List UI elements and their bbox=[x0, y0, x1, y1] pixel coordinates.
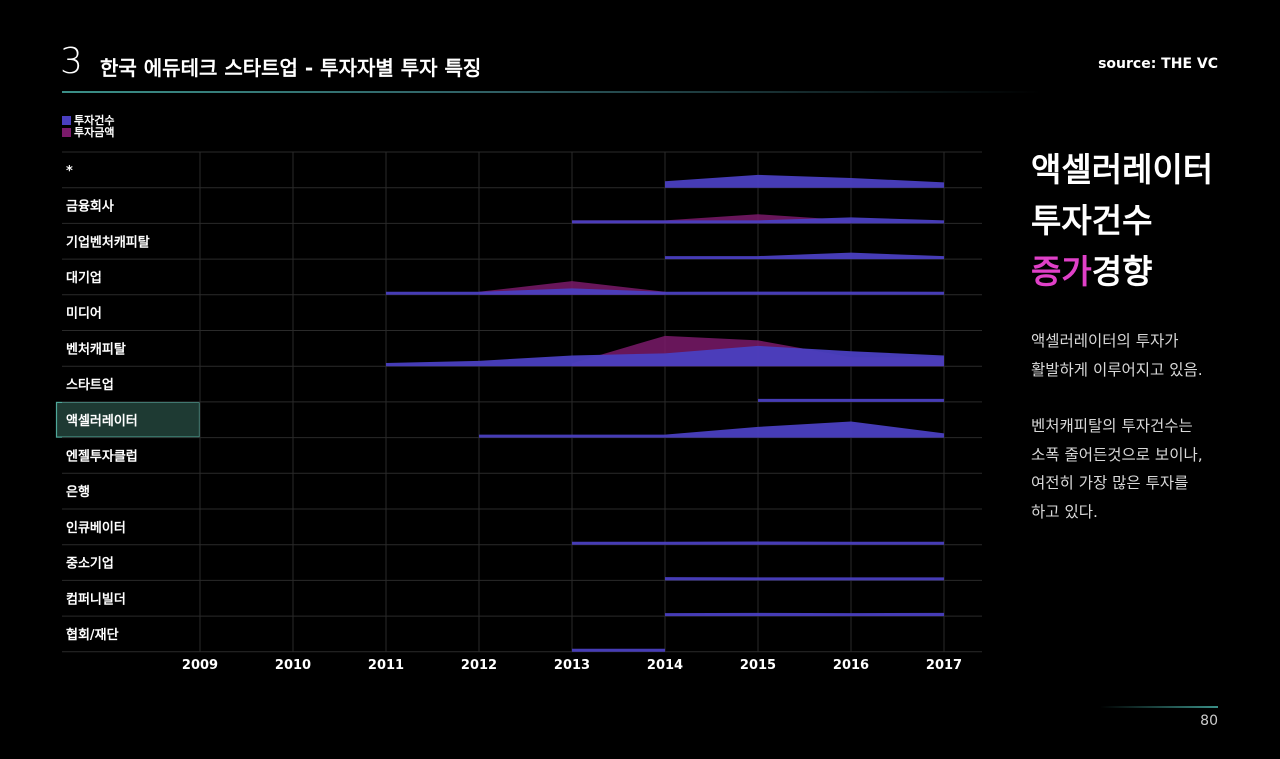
side-para2-line4: 하고 있다. bbox=[1031, 502, 1098, 521]
x-tick-label: 2011 bbox=[368, 658, 404, 673]
footer-divider bbox=[1100, 706, 1218, 708]
row-label: 미디어 bbox=[66, 306, 102, 322]
count-area bbox=[665, 612, 944, 617]
x-tick-label: 2017 bbox=[926, 658, 962, 673]
x-tick-label: 2012 bbox=[461, 658, 497, 673]
side-description: 액셀러레이터의 투자가 활발하게 이루어지고 있음. 벤처캐피탈의 투자건수는 … bbox=[1031, 327, 1261, 554]
chart-legend: 투자건수 투자금액 bbox=[62, 115, 114, 139]
side-paragraph-1: 액셀러레이터의 투자가 활발하게 이루어지고 있음. bbox=[1031, 327, 1261, 384]
row-label: 인큐베이터 bbox=[66, 520, 126, 536]
row-label: 기업벤처캐피탈 bbox=[66, 234, 150, 250]
side-headline-line2: 투자건수 bbox=[1031, 201, 1153, 240]
count-area bbox=[665, 174, 944, 188]
section-number: 3 bbox=[60, 41, 83, 82]
row-label: 금융회사 bbox=[66, 199, 114, 215]
side-para2-line1: 벤처캐피탈의 투자건수는 bbox=[1031, 417, 1193, 435]
legend-label-count: 투자건수 bbox=[74, 114, 115, 127]
count-area bbox=[479, 421, 944, 438]
count-area bbox=[665, 252, 944, 260]
side-para2-line2: 소폭 줄어든것으로 보이나, bbox=[1031, 445, 1203, 464]
side-headline: 액셀러레이터 투자건수 증가경향 bbox=[1031, 144, 1213, 297]
side-headline-rest: 경향 bbox=[1091, 252, 1153, 291]
row-label: 중소기업 bbox=[66, 557, 114, 572]
row-label: * bbox=[66, 164, 73, 179]
x-tick-label: 2015 bbox=[740, 658, 776, 673]
count-area bbox=[758, 398, 944, 402]
row-label: 엔젤투자클럽 bbox=[66, 448, 138, 464]
legend-swatch-amount bbox=[62, 128, 71, 137]
count-area bbox=[572, 541, 944, 545]
count-area bbox=[572, 648, 665, 652]
count-area bbox=[386, 345, 944, 367]
x-tick-label: 2014 bbox=[647, 658, 683, 673]
row-label: 협회/재단 bbox=[66, 627, 119, 643]
legend-item-amount: 투자금액 bbox=[62, 127, 114, 139]
side-para1-line2: 활발하게 이루어지고 있음. bbox=[1031, 360, 1203, 379]
row-label: 대기업 bbox=[66, 271, 102, 286]
stream-chart: * 금융회사기업벤처캐피탈대기업미디어벤처캐피탈스타트업액셀러레이터엔젤투자클럽은… bbox=[55, 151, 982, 673]
x-tick-label: 2010 bbox=[275, 658, 311, 673]
side-headline-highlight: 증가 bbox=[1031, 252, 1092, 291]
legend-swatch-count bbox=[62, 116, 71, 125]
side-headline-line1: 액셀러레이터 bbox=[1031, 150, 1214, 189]
side-headline-line3: 증가경향 bbox=[1031, 246, 1213, 297]
x-tick-label: 2009 bbox=[182, 658, 218, 673]
row-label: 스타트업 bbox=[66, 377, 114, 393]
x-tick-label: 2013 bbox=[554, 658, 590, 673]
legend-item-count: 투자건수 bbox=[62, 115, 114, 127]
side-para2-line3: 여전히 가장 많은 투자를 bbox=[1031, 474, 1189, 492]
source-label: source: THE VC bbox=[1098, 56, 1218, 72]
row-label: 은행 bbox=[66, 484, 90, 500]
count-area bbox=[572, 217, 944, 224]
header-divider bbox=[62, 91, 1042, 93]
x-tick-label: 2016 bbox=[833, 658, 869, 673]
side-para1-line1: 액셀러레이터의 투자가 bbox=[1031, 332, 1179, 350]
page-title: 한국 에듀테크 스타트업 - 투자자별 투자 특징 bbox=[100, 56, 482, 80]
row-label: 액셀러레이터 bbox=[66, 413, 138, 429]
row-label: 벤처캐피탈 bbox=[66, 341, 126, 357]
count-area bbox=[665, 577, 944, 581]
page-number: 80 bbox=[1200, 713, 1218, 729]
side-paragraph-2: 벤처캐피탈의 투자건수는 소폭 줄어든것으로 보이나, 여전히 가장 많은 투자… bbox=[1031, 412, 1261, 526]
legend-label-amount: 투자금액 bbox=[74, 126, 115, 139]
count-area bbox=[386, 288, 944, 295]
row-label: 컴퍼니빌더 bbox=[66, 591, 126, 607]
